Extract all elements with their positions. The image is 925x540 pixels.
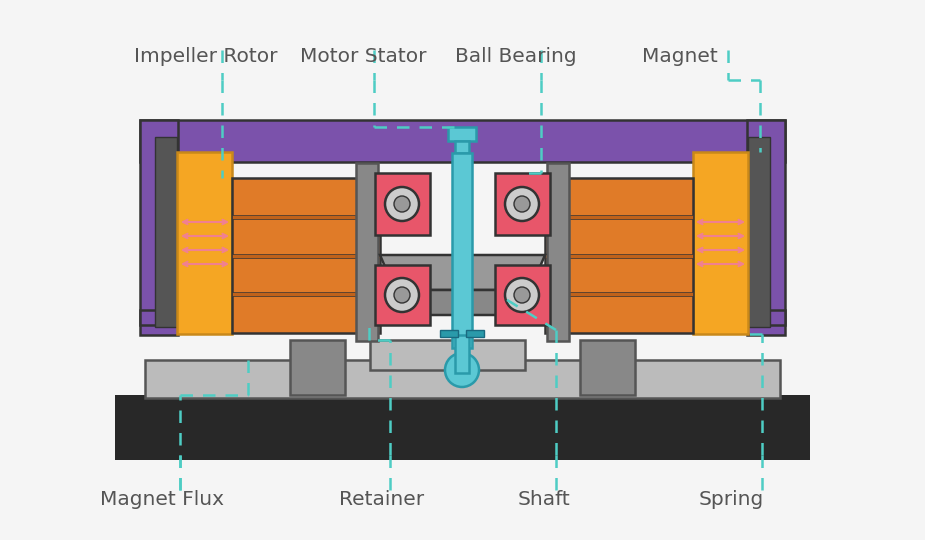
Bar xyxy=(747,310,785,325)
Text: Shaft: Shaft xyxy=(517,490,571,509)
Bar xyxy=(370,340,525,370)
Bar xyxy=(455,335,469,373)
Bar xyxy=(232,292,380,296)
Text: Magnet Flux: Magnet Flux xyxy=(100,490,224,509)
Bar xyxy=(140,120,178,335)
Text: Retainer: Retainer xyxy=(339,490,424,509)
Bar xyxy=(356,163,378,341)
Circle shape xyxy=(394,196,410,212)
Bar xyxy=(290,340,345,395)
Circle shape xyxy=(514,287,530,303)
Circle shape xyxy=(445,353,479,387)
Bar xyxy=(495,265,550,325)
Bar xyxy=(693,152,748,334)
Circle shape xyxy=(514,196,530,212)
Bar xyxy=(140,120,785,162)
Bar xyxy=(140,310,178,325)
Bar xyxy=(177,152,232,334)
Bar xyxy=(452,153,472,348)
Bar xyxy=(440,330,458,337)
Bar xyxy=(466,330,484,337)
Bar xyxy=(748,137,770,327)
Bar xyxy=(545,292,693,296)
Circle shape xyxy=(505,187,539,221)
Circle shape xyxy=(505,278,539,312)
Polygon shape xyxy=(380,255,545,290)
Text: Spring: Spring xyxy=(698,490,763,509)
Bar xyxy=(448,127,476,141)
Bar xyxy=(145,360,780,398)
Bar xyxy=(155,137,177,327)
Bar xyxy=(232,215,380,219)
Text: Ball Bearing: Ball Bearing xyxy=(455,47,577,66)
Bar xyxy=(545,178,693,333)
Circle shape xyxy=(394,287,410,303)
Bar xyxy=(375,265,430,325)
Bar xyxy=(545,253,693,258)
Bar xyxy=(747,120,785,335)
Bar xyxy=(455,141,469,153)
Bar xyxy=(495,173,550,235)
Text: Impeller Rotor: Impeller Rotor xyxy=(133,47,278,66)
Polygon shape xyxy=(395,290,530,315)
Text: Motor Stator: Motor Stator xyxy=(301,47,426,66)
Bar xyxy=(232,253,380,258)
Bar xyxy=(545,215,693,219)
Circle shape xyxy=(385,278,419,312)
Bar xyxy=(547,163,569,341)
Bar xyxy=(580,340,635,395)
Bar xyxy=(232,178,380,333)
Circle shape xyxy=(385,187,419,221)
Text: Magnet: Magnet xyxy=(642,47,718,66)
Bar xyxy=(115,395,810,460)
Bar xyxy=(375,173,430,235)
